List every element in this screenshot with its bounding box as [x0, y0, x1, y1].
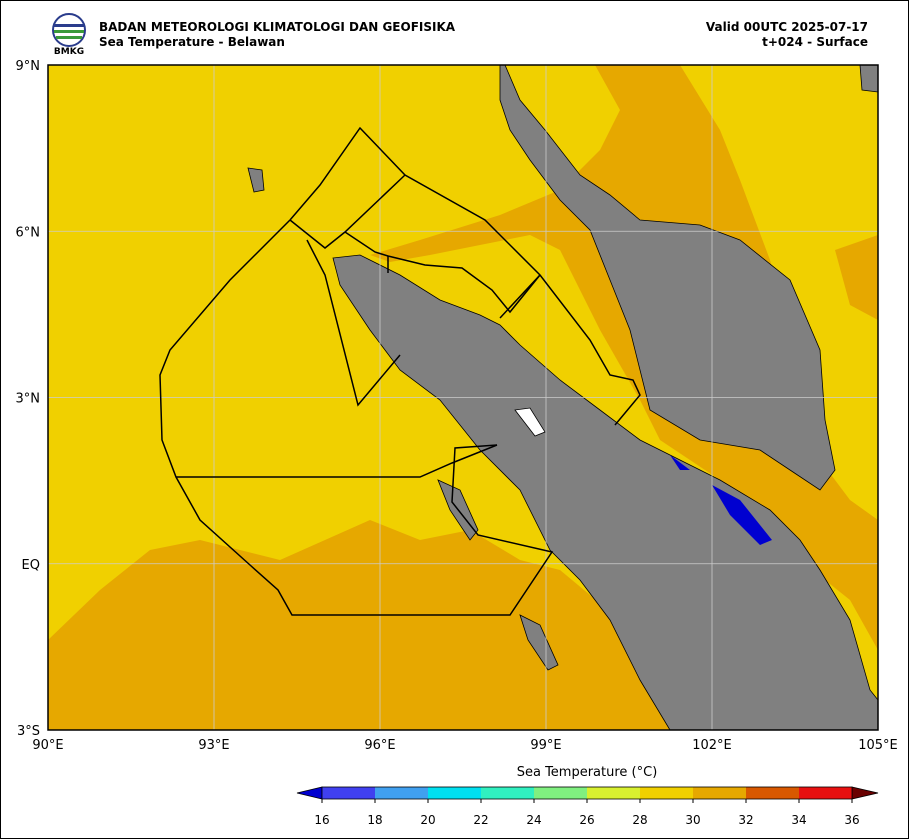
colorbar-segment — [693, 787, 746, 799]
colorbar-tick-label: 18 — [367, 813, 382, 827]
lat-label: EQ — [22, 558, 40, 573]
org: BADAN METEOROLOGI KLIMATOLOGI DAN GEOFIS… — [99, 20, 456, 34]
colorbar-tick-label: 26 — [579, 813, 594, 827]
colorbar: 16 18 20 22 24 26 28 30 32 34 36 — [296, 786, 879, 827]
lon-label: 90°E — [32, 738, 63, 753]
colorbar-segment — [375, 787, 428, 799]
colorbar-tick-label: 22 — [473, 813, 488, 827]
lon-label: 93°E — [198, 738, 229, 753]
colorbar-tick-label: 20 — [420, 813, 435, 827]
colorbar-segment — [799, 787, 852, 799]
cold-patch — [670, 455, 772, 545]
logo-text: BMKG — [54, 47, 84, 57]
colorbar-segment — [746, 787, 799, 799]
grid — [48, 65, 878, 730]
colorbar-tick-label: 24 — [526, 813, 541, 827]
colorbar-tick-label: 34 — [791, 813, 806, 827]
lon-label: 96°E — [364, 738, 395, 753]
colorbar-segment — [587, 787, 640, 799]
lon-label: 99°E — [530, 738, 561, 753]
lon-label: 105°E — [858, 738, 898, 753]
lat-label: 3°N — [16, 392, 41, 407]
lake — [514, 407, 546, 437]
lat-label: 9°N — [16, 59, 41, 74]
colorbar-segment — [640, 787, 693, 799]
colorbar-segment — [481, 787, 534, 799]
map-frame — [47, 64, 879, 731]
colorbar-segment — [322, 787, 375, 799]
lat-label: 3°S — [17, 724, 40, 739]
logo: BMKG — [52, 13, 86, 57]
colorbar-tick-label: 32 — [738, 813, 753, 827]
colorbar-tick-label: 16 — [314, 813, 329, 827]
lat-label: 6°N — [16, 225, 41, 240]
zone-boundaries — [159, 126, 641, 616]
colorbar-tick-label: 30 — [685, 813, 700, 827]
colorbar-segment — [534, 787, 587, 799]
colorbar-tick-label: 36 — [844, 813, 859, 827]
colorbar-title: Sea Temperature (°C) — [517, 765, 658, 780]
colorbar-segment — [428, 787, 481, 799]
colorbar-tick-label: 28 — [632, 813, 647, 827]
valid: Valid 00UTC 2025-07-17 — [706, 20, 868, 34]
step: t+024 - Surface — [762, 35, 868, 49]
axes: 9°N 6°N 3°N EQ 3°S90°E 93°E 96°E 99°E 102°E 105°E — [16, 59, 898, 753]
lon-label: 102°E — [692, 738, 732, 753]
map — [48, 65, 878, 730]
product: Sea Temperature - Belawan — [99, 35, 285, 49]
